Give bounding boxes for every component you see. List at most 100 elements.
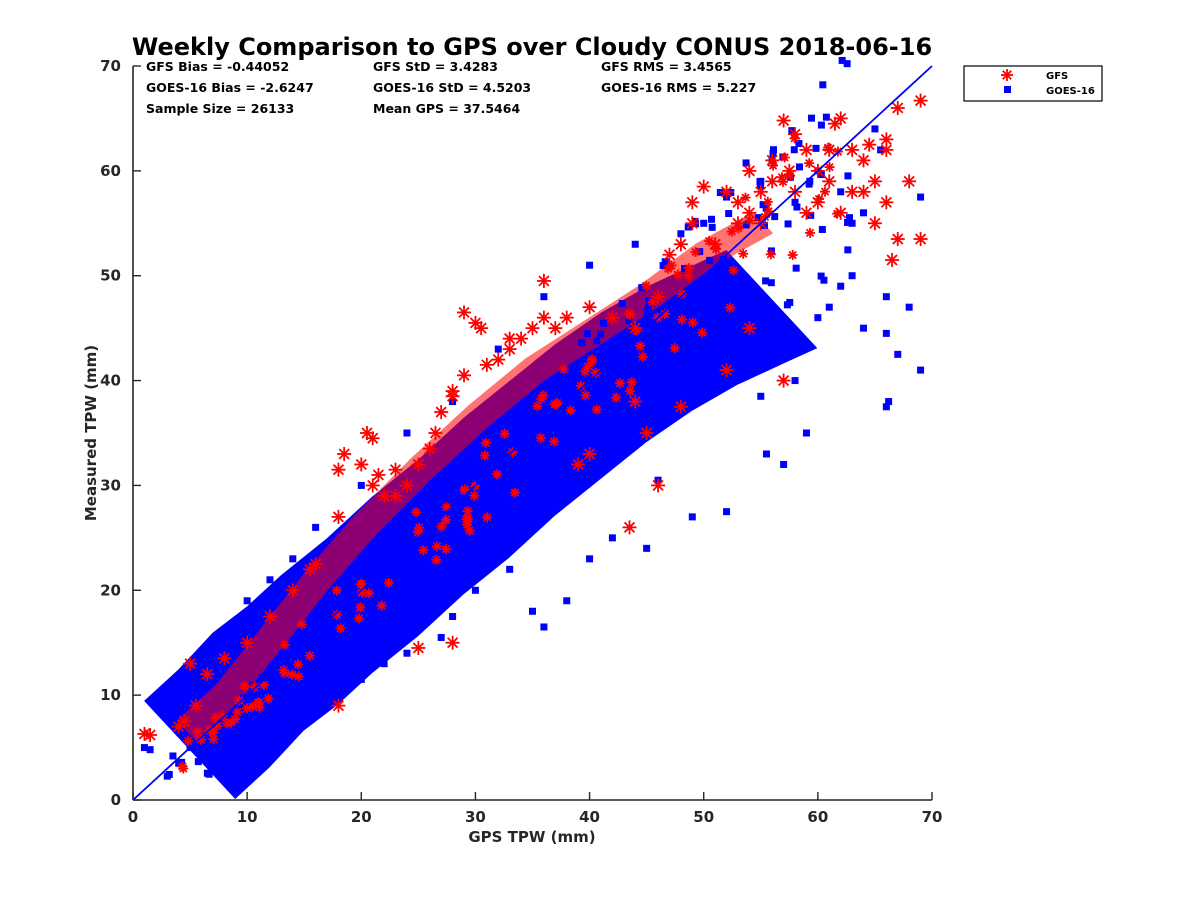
gfs-point	[687, 317, 698, 328]
goes16-point	[767, 279, 775, 287]
goes16-point	[215, 728, 223, 736]
gfs-point	[879, 195, 894, 210]
goes16-point	[632, 360, 640, 368]
goes16-point	[269, 728, 277, 736]
goes16-point	[239, 700, 247, 708]
gfs-point	[532, 401, 543, 412]
goes16-point	[755, 303, 763, 311]
goes16-point	[380, 660, 388, 668]
goes16-point	[762, 450, 770, 458]
gfs-point	[742, 321, 757, 336]
goes16-point	[860, 324, 868, 332]
gfs-point	[626, 377, 637, 388]
goes16-point	[227, 725, 235, 733]
goes16-point	[518, 477, 526, 485]
gfs-point	[410, 507, 421, 518]
goes16-point	[368, 597, 376, 605]
gfs-point	[580, 390, 591, 401]
gfs-point	[730, 216, 745, 231]
gfs-point	[728, 265, 739, 276]
goes16-point	[759, 201, 767, 209]
gfs-point	[782, 163, 797, 178]
gfs-point	[399, 478, 414, 493]
gfs-point	[565, 405, 576, 416]
gfs-point	[308, 557, 323, 572]
goes16-point	[295, 700, 303, 708]
goes16-point	[268, 664, 276, 672]
goes16-point	[337, 596, 345, 604]
goes16-point	[418, 573, 426, 581]
gfs-point	[651, 289, 666, 304]
gfs-point	[820, 186, 831, 197]
goes16-point	[404, 555, 412, 563]
goes16-point	[197, 649, 205, 657]
gfs-point	[293, 671, 304, 682]
goes16-point	[599, 319, 607, 327]
goes16-point	[419, 509, 427, 517]
x-tick-label: 50	[693, 808, 714, 826]
goes16-point	[644, 304, 652, 312]
goes16-point	[885, 398, 893, 406]
goes16-point	[297, 707, 305, 715]
goes16-point	[625, 317, 633, 325]
gfs-point	[719, 363, 734, 378]
gfs-point	[536, 310, 551, 325]
goes16-point	[643, 308, 651, 316]
goes16-point	[784, 220, 792, 228]
gfs-point	[331, 462, 346, 477]
goes16-point	[689, 332, 697, 340]
goes16-point	[395, 557, 403, 565]
goes16-point	[324, 605, 332, 613]
gfs-point	[552, 397, 563, 408]
gfs-point	[525, 321, 540, 336]
x-axis-label: GPS TPW (mm)	[468, 828, 595, 846]
goes16-point	[791, 198, 799, 206]
goes16-point	[280, 717, 288, 725]
goes16-point	[719, 256, 727, 264]
gfs-point	[234, 695, 245, 706]
goes16-point	[643, 544, 651, 552]
goes16-point	[471, 586, 479, 594]
x-tick-label: 30	[465, 808, 486, 826]
gfs-point	[730, 195, 745, 210]
gfs-point	[833, 205, 848, 220]
goes16-point	[586, 438, 594, 446]
gfs-point	[183, 736, 194, 747]
gfs-point	[355, 602, 366, 613]
goes16-point	[299, 681, 307, 689]
stat-gfs-bias: GFS Bias = -0.44052	[146, 59, 289, 74]
goes16-point	[708, 223, 716, 231]
goes16-point	[680, 301, 688, 309]
y-tick-label: 60	[100, 162, 121, 180]
gfs-point	[354, 457, 369, 472]
gfs-point	[262, 609, 277, 624]
goes16-point	[504, 535, 512, 543]
x-tick-label: 0	[128, 808, 138, 826]
goes16-point	[593, 337, 601, 345]
gfs-point	[683, 270, 694, 281]
gfs-point	[697, 327, 708, 338]
gfs-point	[432, 541, 443, 552]
gfs-point	[913, 93, 928, 108]
goes16-point	[795, 140, 803, 148]
gfs-point	[535, 432, 546, 443]
goes16-point	[817, 121, 825, 129]
gfs-point	[200, 667, 215, 682]
gfs-point	[776, 113, 791, 128]
y-tick-label: 40	[100, 372, 121, 390]
gfs-point	[669, 343, 680, 354]
goes16-point	[408, 609, 416, 617]
gfs-point	[673, 237, 688, 252]
goes16-point	[506, 565, 514, 573]
goes16-point	[493, 520, 501, 528]
goes16-point	[430, 561, 438, 569]
goes16-point	[838, 56, 846, 64]
gfs-point	[192, 726, 203, 737]
goes16-point	[802, 429, 810, 437]
goes16-point	[685, 287, 693, 295]
goes16-point	[846, 214, 854, 222]
goes16-point	[636, 365, 644, 373]
goes16-point	[844, 246, 852, 254]
gfs-point	[292, 659, 303, 670]
gfs-point	[178, 763, 189, 774]
